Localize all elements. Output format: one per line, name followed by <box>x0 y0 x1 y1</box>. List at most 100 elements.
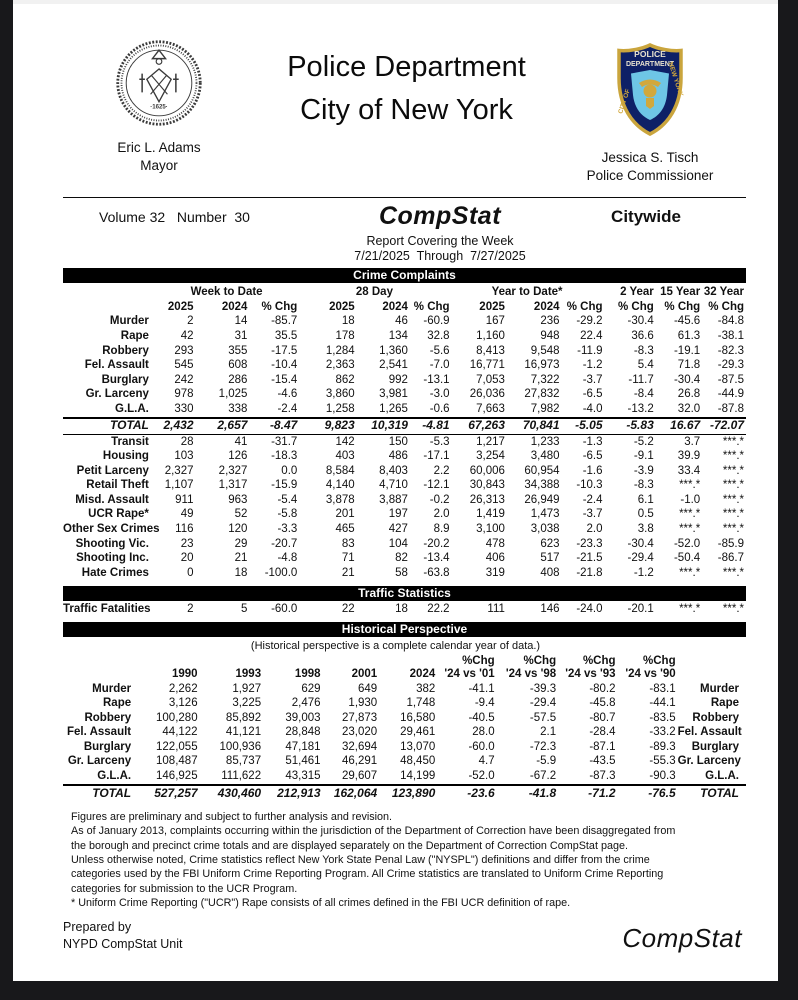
crime-table-header: Week to Date 28 Day Year to Date* 2 Year… <box>63 285 746 314</box>
row-label-mirror: Gr. Larceny <box>677 755 741 768</box>
cell: -87.8 <box>717 402 744 415</box>
cell: 31 <box>234 329 248 342</box>
cell: 992 <box>388 373 408 386</box>
cell: -13.4 <box>423 552 450 565</box>
cell: 146 <box>540 603 560 616</box>
row-label-mirror: Robbery <box>692 711 739 724</box>
column-header: 2001 <box>351 667 378 680</box>
section-header-traffic-statistics: Traffic Statistics <box>63 585 746 601</box>
cell: 123,890 <box>379 783 438 801</box>
cell: 3,860 <box>325 388 355 401</box>
column-header: 1993 <box>235 667 262 680</box>
column-header: % Chg <box>566 300 603 313</box>
cell: ***.* <box>679 508 701 521</box>
cell: -100.0 <box>264 566 298 579</box>
cell: -9.4 <box>474 697 495 710</box>
footnotes: Figures are preliminary and subject to f… <box>13 801 778 911</box>
cell: 46,291 <box>342 755 378 768</box>
cell: 1,473 <box>530 508 560 521</box>
cell: 2 <box>187 603 194 616</box>
cell: 16,580 <box>400 711 436 724</box>
cell: -10.4 <box>271 359 298 372</box>
historical-total-row: TOTAL 527,257 430,460 212,913 162,064 123,890… <box>63 783 746 801</box>
cell: 26.8 <box>677 388 701 401</box>
cell: 18 <box>341 315 355 328</box>
cell: -23.6 <box>437 783 497 801</box>
cell: 9,823 <box>299 416 357 435</box>
cell: 4,710 <box>379 479 408 492</box>
cell: -4.6 <box>277 388 298 401</box>
patch-text-department: DEPARTMENT <box>626 61 675 68</box>
cell: 10,319 <box>356 416 410 435</box>
cell: -8.4 <box>633 388 654 401</box>
cell: 1,217 <box>476 435 505 448</box>
cell: -52.0 <box>468 769 495 782</box>
cell: 963 <box>228 493 248 506</box>
cell: -43.5 <box>589 755 616 768</box>
column-header: % Chg <box>261 300 298 313</box>
traffic-rows: Traffic Fatalities 2 5 -60.0 22 18 22.2 111 146 -… <box>63 603 746 618</box>
svg-text:·1625·: ·1625· <box>150 103 168 110</box>
group-header: Year to Date* <box>491 286 563 299</box>
table-row: G.L.A. 330 338 -2.4 1,258 1,265 -0.6 7,663 7,982… <box>63 402 746 418</box>
cell: 60,954 <box>524 464 560 477</box>
cell: -1.6 <box>582 464 603 477</box>
cell: 7,322 <box>530 373 560 386</box>
cell: -89.3 <box>649 740 676 753</box>
column-header: 2024 <box>221 300 248 313</box>
cell: -60.9 <box>423 315 450 328</box>
table-row: Robbery 293 355 -17.5 1,284 1,360 -5.6 8,413 9,5… <box>63 344 746 359</box>
cell: 21 <box>341 566 355 579</box>
row-label: Transit <box>111 435 149 448</box>
cell: 4.7 <box>478 755 495 768</box>
table-row: UCR Rape* 49 52 -5.8 201 197 2.0 1,419 1,473 -3.7… <box>63 508 746 523</box>
cell: -5.4 <box>277 493 298 506</box>
cell: -29.4 <box>627 552 654 565</box>
cell: -3.0 <box>429 388 450 401</box>
cell: 2.0 <box>433 508 450 521</box>
compstat-logo: CompStat <box>622 923 742 954</box>
cell: 382 <box>416 682 436 695</box>
table-row: Robbery 100,280 85,892 39,003 27,873 16,580 -4… <box>63 711 746 726</box>
cell: 545 <box>174 359 194 372</box>
cell: 41,121 <box>225 726 262 739</box>
scope-label: Citywide <box>611 207 681 227</box>
cell: 51,461 <box>285 755 321 768</box>
cell: -20.2 <box>423 537 450 550</box>
cell: -87.5 <box>717 373 744 386</box>
table-row: Petit Larceny 2,327 2,327 0.0 8,584 8,403 2.2 6… <box>63 464 746 479</box>
table-row: Burglary 242 286 -15.4 862 992 -13.1 7,053 7,322… <box>63 373 746 388</box>
table-row: Rape 42 31 35.5 178 134 32.8 1,160 948 22.4 36.6 61… <box>63 329 746 344</box>
cell: -85.7 <box>271 315 298 328</box>
row-label: Murder <box>92 682 132 695</box>
table-row: Traffic Fatalities 2 5 -60.0 22 18 22.2 111 146 -… <box>63 603 746 618</box>
cell: 22 <box>341 603 355 616</box>
cell: 406 <box>485 552 505 565</box>
cell: -60.0 <box>468 740 495 753</box>
cell: -6.5 <box>582 450 603 463</box>
cell: -29.4 <box>529 697 557 710</box>
cell: 111 <box>487 603 505 616</box>
cell: 2,327 <box>218 464 248 477</box>
cell: 27,832 <box>524 388 560 401</box>
cell: 39,003 <box>285 711 321 724</box>
cell: 430,460 <box>199 783 264 801</box>
cell: 242 <box>174 373 194 386</box>
cell: 1,360 <box>379 344 408 357</box>
row-label: Fel. Assault <box>84 359 149 372</box>
cell: 32.8 <box>427 329 450 342</box>
column-header: % Chg <box>413 300 450 313</box>
cell: 100,936 <box>219 740 262 753</box>
cell: 111,622 <box>221 769 262 782</box>
cell: 3.8 <box>637 523 654 536</box>
row-label: Robbery <box>102 344 149 357</box>
patch-eagle <box>639 79 661 109</box>
cell: 629 <box>301 682 321 695</box>
cell: 126 <box>228 450 248 463</box>
cell: ***.* <box>722 464 744 477</box>
column-header: 2024 <box>382 300 408 313</box>
group-header: Week to Date <box>190 286 263 299</box>
cell: 18 <box>395 603 408 616</box>
cell: 134 <box>388 329 408 342</box>
